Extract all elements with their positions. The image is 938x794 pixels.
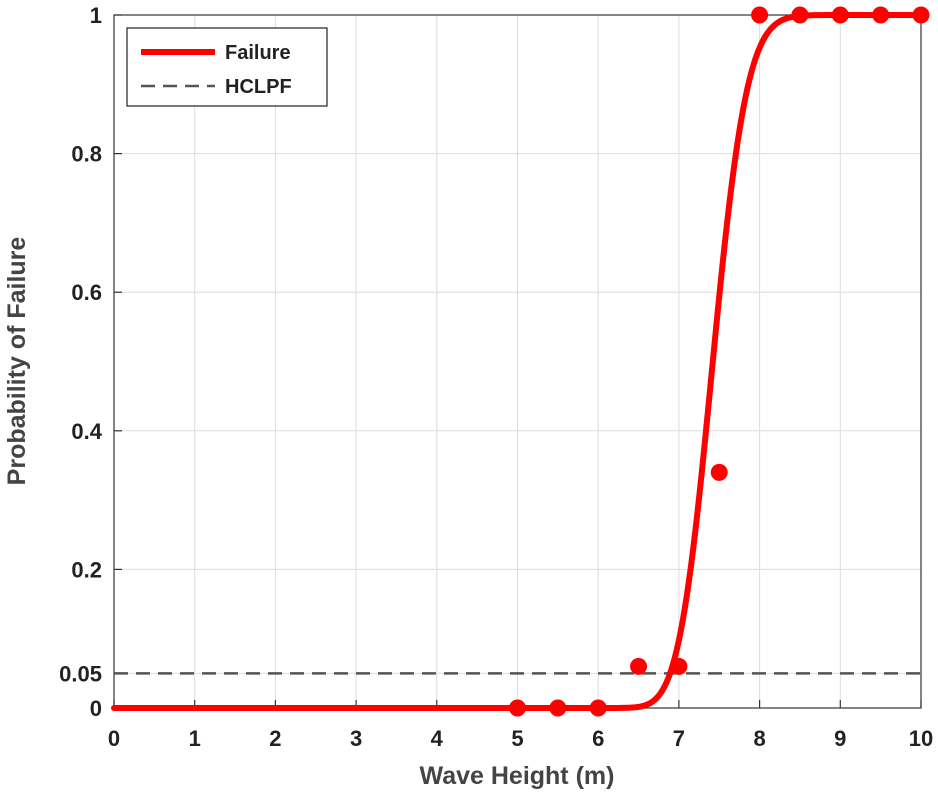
y-tick-label: 0.2 <box>71 557 102 582</box>
x-tick-label: 8 <box>753 726 765 751</box>
y-tick-label: 0.05 <box>59 661 102 686</box>
y-tick-label: 0.4 <box>71 419 102 444</box>
data-point <box>710 463 728 481</box>
data-point <box>751 6 769 24</box>
y-tick-label: 0.6 <box>71 280 102 305</box>
data-point <box>872 6 890 24</box>
data-point <box>670 657 688 675</box>
data-point <box>509 699 526 717</box>
legend-hclpf-label: HCLPF <box>225 76 292 98</box>
x-tick-label: 2 <box>269 726 281 751</box>
data-point <box>589 699 607 717</box>
legend-box <box>126 27 328 107</box>
x-tick-label: 7 <box>673 726 685 751</box>
x-tick-label: 0 <box>108 726 120 751</box>
data-point <box>791 6 809 24</box>
x-axis-title: Wave Height (m) <box>420 762 615 790</box>
y-tick-label: 0 <box>90 696 102 721</box>
data-point <box>912 6 930 24</box>
x-tick-label: 6 <box>592 726 604 751</box>
x-tick-label: 3 <box>350 726 362 751</box>
y-tick-label: 1 <box>90 3 102 28</box>
x-tick-label: 1 <box>189 726 201 751</box>
x-tick-label: 4 <box>431 726 444 751</box>
x-tick-label: 9 <box>834 726 846 751</box>
data-point <box>831 6 849 24</box>
x-tick-label: 10 <box>909 726 933 751</box>
y-tick-labels: 0 0.05 0.2 0.4 0.6 0.8 1 <box>59 3 103 721</box>
legend-failure-label: Failure <box>225 42 291 64</box>
data-point <box>630 657 648 675</box>
grid <box>113 14 922 709</box>
legend: Failure HCLPF <box>126 27 328 107</box>
x-tick-label: 5 <box>511 726 523 751</box>
data-points <box>509 6 930 717</box>
data-point <box>549 699 567 717</box>
x-tick-labels: 0 1 2 3 4 5 6 7 8 9 10 <box>108 726 933 751</box>
y-tick-label: 0.8 <box>71 142 102 167</box>
y-axis-title: Probability of Failure <box>3 237 31 486</box>
